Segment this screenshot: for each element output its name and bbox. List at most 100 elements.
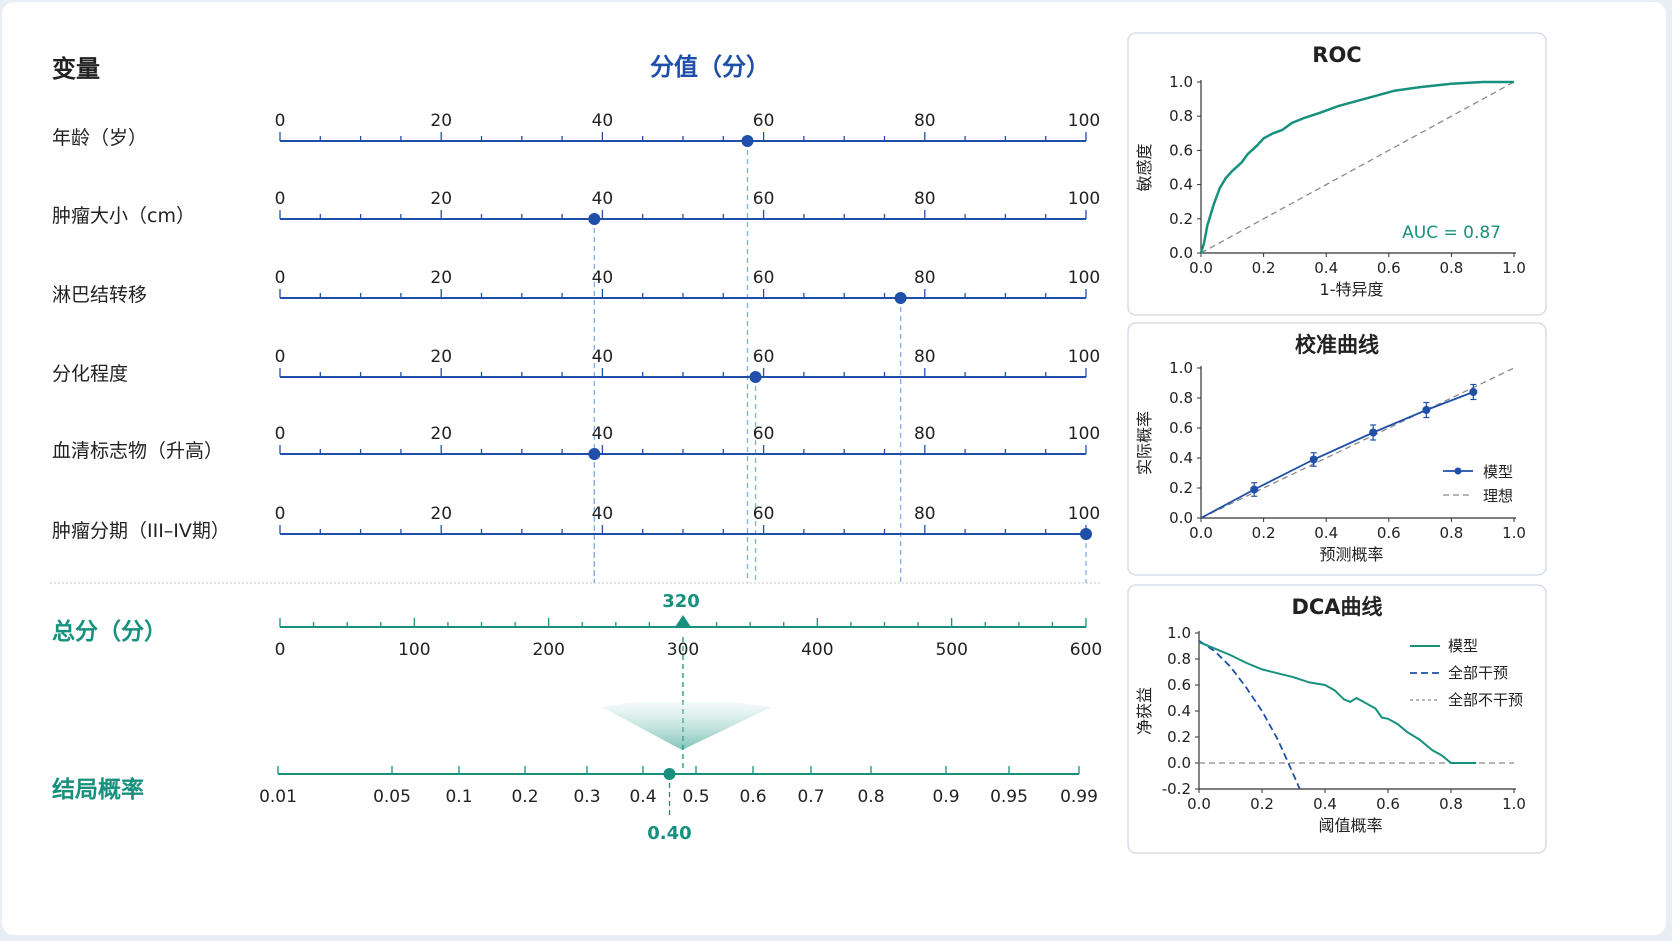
tick-label: 0.1 bbox=[445, 787, 472, 807]
tick-label: 0.01 bbox=[259, 787, 297, 807]
tick-label: 0 bbox=[275, 111, 286, 131]
tick-label: 0 bbox=[275, 189, 286, 209]
tick-label: 0.5 bbox=[682, 787, 709, 807]
y-tick-label: 0.4 bbox=[1169, 449, 1193, 467]
treat-all-line bbox=[1198, 640, 1301, 790]
y-tick-label: 0.0 bbox=[1167, 754, 1191, 772]
y-axis-label: 净获益 bbox=[1135, 687, 1154, 735]
x-tick-label: 1.0 bbox=[1502, 795, 1526, 813]
tick-label: 100 bbox=[1068, 347, 1100, 367]
tick-label: 20 bbox=[430, 268, 452, 288]
calibration-point bbox=[1422, 406, 1431, 414]
y-tick-label: 0.4 bbox=[1169, 176, 1193, 194]
tick-label: 100 bbox=[1068, 424, 1100, 444]
x-tick-label: 1.0 bbox=[1502, 259, 1526, 277]
x-tick-label: 1.0 bbox=[1502, 524, 1526, 542]
y-tick-label: 0.8 bbox=[1169, 107, 1193, 125]
tick-label: 60 bbox=[753, 347, 775, 367]
tick-label: 0.7 bbox=[797, 787, 824, 807]
y-axis-label: 实际概率 bbox=[1135, 411, 1154, 475]
calibration-point bbox=[1250, 485, 1259, 494]
tick-label: 100 bbox=[1068, 111, 1100, 131]
model-line bbox=[1200, 391, 1474, 519]
tick-label: 0.9 bbox=[932, 787, 959, 807]
x-tick-label: 0.2 bbox=[1252, 524, 1276, 542]
roc-curve bbox=[1199, 80, 1514, 254]
x-tick-label: 0.6 bbox=[1377, 259, 1401, 277]
panel-title: DCA曲线 bbox=[1291, 595, 1382, 619]
variable-point-marker bbox=[1080, 528, 1092, 540]
tick-label: 0.05 bbox=[373, 787, 411, 807]
x-tick-label: 0.4 bbox=[1314, 259, 1338, 277]
tick-label: 40 bbox=[592, 424, 614, 444]
tick-label: 40 bbox=[592, 268, 614, 288]
tick-label: 100 bbox=[1068, 189, 1100, 209]
panel-title: 校准曲线 bbox=[1295, 333, 1379, 357]
tick-label: 60 bbox=[753, 189, 775, 209]
calibration-point bbox=[1369, 428, 1378, 437]
tick-label: 0 bbox=[275, 347, 286, 367]
x-tick-label: 0.6 bbox=[1376, 795, 1400, 813]
variable-row: 淋巴结转移 0 20 40 60 80 100 bbox=[52, 268, 1100, 306]
variable-point-marker bbox=[741, 135, 754, 147]
tick-label: 200 bbox=[532, 640, 564, 660]
y-tick-label: 0.2 bbox=[1169, 479, 1193, 497]
x-tick-label: 0.0 bbox=[1189, 524, 1213, 542]
variable-point-marker bbox=[588, 448, 601, 460]
variable-label: 血清标志物（升高） bbox=[52, 440, 223, 462]
tick-label: 20 bbox=[430, 424, 452, 444]
x-axis-label: 预测概率 bbox=[1319, 545, 1383, 564]
x-tick-label: 0.8 bbox=[1439, 795, 1463, 813]
roc-panel: ROC 0.0 0.2 0.4 0.6 0.8 1.0 0.0 0.2 0.4 0.6 0.8 1.0 1… bbox=[1127, 32, 1547, 316]
tick-label: 80 bbox=[914, 424, 936, 444]
calibration-point bbox=[1309, 455, 1318, 464]
tick-label: 20 bbox=[430, 111, 452, 131]
x-tick-label: 0.0 bbox=[1187, 795, 1211, 813]
probability-value-label: 0.40 bbox=[647, 823, 691, 844]
tick-label: 100 bbox=[398, 640, 430, 660]
x-tick-label: 0.2 bbox=[1250, 795, 1274, 813]
y-tick-label: -0.2 bbox=[1162, 780, 1191, 798]
variable-point-marker bbox=[588, 213, 601, 225]
auc-annotation: AUC = 0.87 bbox=[1402, 223, 1501, 243]
x-tick-label: 0.4 bbox=[1313, 795, 1337, 813]
tick-label: 60 bbox=[753, 504, 775, 524]
variable-label: 肿瘤大小（cm） bbox=[52, 205, 195, 227]
x-tick-label: 0.0 bbox=[1189, 259, 1213, 277]
y-tick-label: 0.6 bbox=[1169, 141, 1193, 159]
tick-label: 0 bbox=[275, 268, 286, 288]
y-tick-label: 0.8 bbox=[1167, 650, 1191, 668]
variable-point-marker bbox=[894, 292, 907, 304]
x-axis-label: 1-特异度 bbox=[1320, 280, 1384, 299]
tick-label: 80 bbox=[914, 268, 936, 288]
total-marker bbox=[675, 615, 691, 627]
tick-label: 600 bbox=[1070, 640, 1102, 660]
y-axis-label: 敏感度 bbox=[1135, 143, 1154, 191]
variable-row: 肿瘤分期（III–IV期） 0 20 40 60 80 100 bbox=[52, 504, 1100, 542]
y-tick-label: 1.0 bbox=[1169, 359, 1193, 377]
guide-lines bbox=[593, 141, 1087, 583]
x-axis-label: 阈值概率 bbox=[1318, 816, 1382, 835]
tick-label: 0 bbox=[275, 504, 286, 524]
y-tick-label: 0.6 bbox=[1169, 419, 1193, 437]
y-tick-label: 0.0 bbox=[1169, 509, 1193, 527]
y-tick-label: 0.6 bbox=[1167, 676, 1191, 694]
tick-label: 0.3 bbox=[573, 787, 600, 807]
tick-label: 0 bbox=[275, 424, 286, 444]
tick-label: 0 bbox=[275, 640, 286, 660]
y-tick-label: 0.0 bbox=[1169, 244, 1193, 262]
tick-label: 80 bbox=[914, 347, 936, 367]
x-tick-label: 0.4 bbox=[1314, 524, 1338, 542]
variable-label: 淋巴结转移 bbox=[52, 284, 147, 306]
x-tick-label: 0.8 bbox=[1439, 259, 1463, 277]
tick-label: 60 bbox=[753, 111, 775, 131]
tick-label: 60 bbox=[753, 424, 775, 444]
panel-frame bbox=[1127, 584, 1547, 854]
y-tick-label: 1.0 bbox=[1167, 624, 1191, 642]
y-tick-label: 1.0 bbox=[1169, 73, 1193, 91]
calibration-panel: 校准曲线 0.0 0.2 0.4 0.6 0.8 1.0 0.0 0.2 0.4 0.6 0.8 1.0… bbox=[1127, 322, 1547, 576]
tick-label: 20 bbox=[430, 504, 452, 524]
tick-label: 0.4 bbox=[629, 787, 656, 807]
